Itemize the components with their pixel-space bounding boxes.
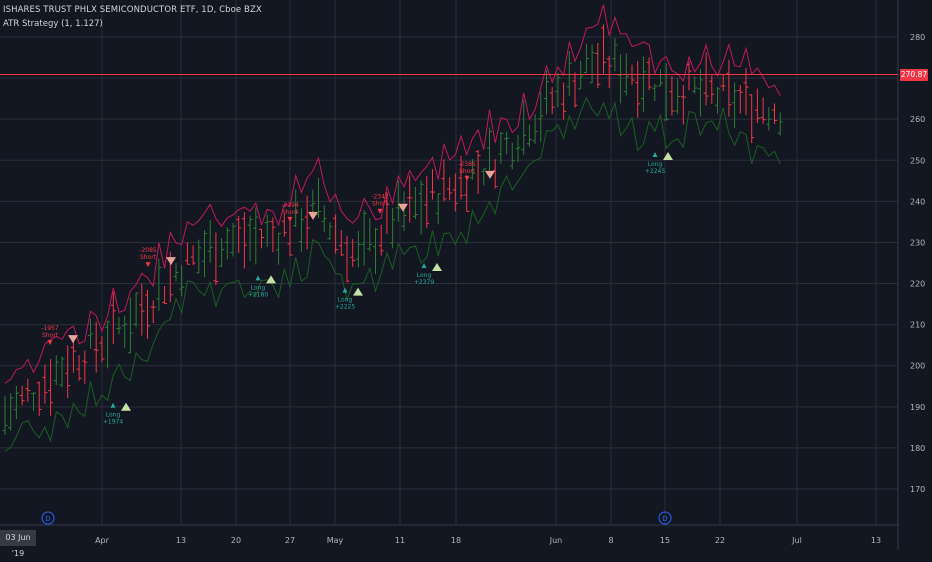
buy-triangle-icon — [432, 263, 442, 271]
signal-value: -2385 — [458, 161, 476, 168]
sell-triangle-icon — [166, 257, 176, 266]
signal-label: Short — [372, 201, 389, 208]
signal-value: +2245 — [645, 168, 665, 175]
buy-triangle-icon — [121, 402, 131, 411]
y-tick-label: 180 — [910, 444, 925, 453]
signal-value: +2180 — [248, 291, 268, 298]
long-arrow-icon — [652, 152, 658, 158]
short-arrow-icon — [47, 340, 53, 346]
dividend-icon — [658, 511, 672, 525]
buy-triangle-icon — [266, 275, 276, 284]
y-tick-label: 250 — [910, 156, 925, 165]
resistance-stop-line — [4, 4, 781, 384]
signal-value: -2085 — [139, 247, 157, 254]
y-tick-label: 280 — [910, 33, 925, 42]
signal-label: Long — [251, 284, 266, 291]
dividend-icon-label: D — [45, 515, 50, 523]
y-tick-label: 260 — [910, 115, 925, 124]
short-arrow-icon — [145, 262, 151, 268]
long-arrow-icon — [110, 402, 116, 408]
y-tick-label: 220 — [910, 280, 925, 289]
x-tick-label: May — [327, 536, 344, 545]
sell-triangle-icon — [68, 335, 78, 344]
signal-label: Long — [648, 161, 663, 168]
buy-triangle-icon — [353, 287, 363, 296]
cursor-date-label: 03 Jun '19 — [0, 530, 36, 558]
signal-value: -2342 — [371, 194, 389, 201]
last-price-tag: 270.87 — [900, 69, 928, 81]
long-arrow-icon — [255, 275, 261, 281]
short-arrow-icon — [377, 208, 383, 214]
long-arrow-icon — [342, 287, 348, 293]
indicator-label[interactable]: ATR Strategy (1, 1.127) — [3, 19, 103, 29]
y-tick-label: 190 — [910, 403, 925, 412]
signal-label: Short — [140, 254, 157, 261]
x-tick-label: Jun — [549, 536, 563, 545]
signal-label: Short — [282, 209, 299, 216]
y-tick-label: 210 — [910, 321, 925, 330]
signal-value: +2225 — [335, 304, 355, 311]
x-tick-label: 20 — [231, 536, 241, 545]
y-tick-label: 240 — [910, 197, 925, 206]
dividend-icon-label: D — [662, 515, 667, 523]
signal-label: Short — [42, 332, 59, 339]
signal-label: Long — [338, 297, 353, 304]
signal-value: +2379 — [414, 279, 434, 286]
x-tick-label: 15 — [660, 536, 670, 545]
y-tick-label: 200 — [910, 362, 925, 371]
signal-value: -1957 — [41, 325, 59, 332]
short-arrow-icon — [287, 216, 293, 222]
sell-triangle-icon — [308, 211, 318, 220]
x-tick-label: 13 — [176, 536, 186, 545]
y-tick-label: 170 — [910, 485, 925, 494]
buy-triangle-icon — [663, 152, 673, 161]
chart-canvas[interactable]: 170180190200210220230240250260270280Apr1… — [0, 0, 932, 550]
x-tick-label: Apr — [95, 536, 110, 545]
signal-value: +1974 — [103, 419, 123, 426]
x-tick-label: 8 — [608, 536, 613, 545]
x-tick-label: 11 — [395, 536, 405, 545]
dividend-icon — [41, 511, 55, 525]
short-arrow-icon — [464, 175, 470, 181]
x-tick-label: Jul — [791, 536, 802, 545]
x-tick-label: 27 — [285, 536, 295, 545]
sell-triangle-icon — [398, 203, 408, 212]
x-tick-label: 13 — [871, 536, 881, 545]
chart-title: ISHARES TRUST PHLX SEMICONDUCTOR ETF, 1D… — [3, 5, 262, 15]
y-tick-label: 230 — [910, 238, 925, 247]
x-tick-label: 22 — [715, 536, 725, 545]
sell-triangle-icon — [485, 170, 495, 179]
signal-label: Long — [417, 272, 432, 279]
support-stop-line — [4, 96, 781, 452]
x-tick-label: 18 — [451, 536, 461, 545]
signal-label: Short — [459, 168, 476, 175]
signal-label: Long — [106, 412, 121, 419]
signal-value: -2194 — [281, 202, 299, 209]
long-arrow-icon — [421, 263, 427, 268]
